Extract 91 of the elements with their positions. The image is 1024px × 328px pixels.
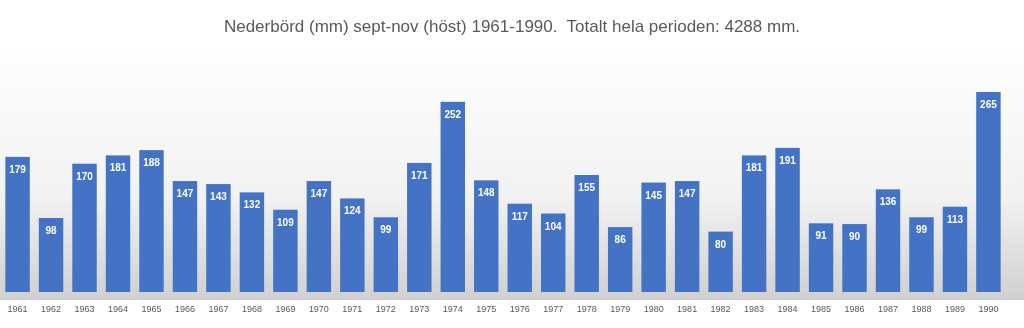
data-label: 136 bbox=[879, 196, 897, 208]
x-tick-label: 1990 bbox=[978, 304, 999, 314]
x-tick-label: 1965 bbox=[141, 304, 162, 314]
data-label: 124 bbox=[344, 205, 362, 217]
bar bbox=[808, 223, 834, 292]
bar bbox=[440, 101, 465, 292]
data-label: 99 bbox=[915, 224, 928, 236]
bar bbox=[741, 155, 767, 292]
bar bbox=[775, 147, 800, 292]
x-tick-label: 1983 bbox=[744, 304, 765, 314]
bar bbox=[139, 150, 164, 292]
bar bbox=[5, 156, 30, 292]
x-tick-label: 1963 bbox=[74, 304, 95, 314]
bar bbox=[239, 192, 265, 292]
data-label: 80 bbox=[715, 238, 727, 250]
x-tick-label: 1961 bbox=[7, 304, 28, 314]
data-label: 181 bbox=[109, 162, 127, 174]
data-label: 171 bbox=[410, 169, 429, 181]
bar bbox=[206, 184, 231, 292]
x-tick-label: 1978 bbox=[576, 304, 597, 314]
x-tick-label: 1967 bbox=[208, 304, 229, 314]
bar bbox=[674, 181, 700, 292]
x-tick-label: 1984 bbox=[777, 304, 798, 314]
data-label: 98 bbox=[45, 225, 58, 237]
x-tick-label: 1980 bbox=[643, 304, 664, 314]
bar bbox=[507, 203, 532, 292]
x-tick-label: 1973 bbox=[409, 304, 430, 314]
data-label: 99 bbox=[380, 224, 392, 236]
x-tick-label: 1974 bbox=[442, 304, 463, 314]
x-tick-label: 1989 bbox=[944, 304, 965, 314]
bar bbox=[474, 180, 499, 292]
data-label: 90 bbox=[848, 231, 861, 243]
data-label: 147 bbox=[678, 188, 696, 200]
data-label: 143 bbox=[210, 191, 228, 203]
x-tick-label: 1972 bbox=[375, 304, 396, 314]
bar bbox=[373, 217, 399, 292]
x-tick-label: 1966 bbox=[174, 304, 195, 314]
data-label: 191 bbox=[779, 154, 797, 166]
bar bbox=[172, 181, 198, 292]
bar bbox=[273, 209, 298, 292]
x-tick-label: 1979 bbox=[610, 304, 631, 314]
x-tick-label: 1988 bbox=[911, 304, 932, 314]
x-tick-label: 1981 bbox=[677, 304, 698, 314]
data-label: 181 bbox=[745, 162, 763, 174]
bar bbox=[607, 227, 633, 292]
data-label: 252 bbox=[444, 108, 462, 120]
data-label: 179 bbox=[9, 163, 27, 175]
bar bbox=[72, 163, 97, 292]
x-tick-label: 1968 bbox=[241, 304, 262, 314]
data-label: 155 bbox=[578, 182, 596, 194]
x-tick-label: 1982 bbox=[710, 304, 731, 314]
x-tick-label: 1969 bbox=[275, 304, 296, 314]
data-label: 147 bbox=[310, 188, 328, 200]
x-tick-label: 1986 bbox=[844, 304, 865, 314]
x-tick-label: 1964 bbox=[107, 304, 129, 314]
data-label: 145 bbox=[645, 189, 663, 201]
data-label: 104 bbox=[544, 220, 562, 232]
x-tick-label: 1970 bbox=[308, 304, 329, 314]
bar bbox=[541, 213, 566, 292]
x-tick-label: 1987 bbox=[877, 304, 899, 314]
bar bbox=[708, 231, 733, 292]
bar bbox=[340, 198, 365, 292]
chart-title: Nederbörd (mm) sept-nov (höst) 1961-1990. Totalt hela perioden: 4288 mm. bbox=[223, 17, 801, 36]
data-label: 147 bbox=[176, 188, 194, 200]
data-label: 265 bbox=[980, 99, 998, 110]
data-label: 109 bbox=[277, 216, 295, 228]
bar bbox=[909, 217, 934, 292]
data-label: 170 bbox=[76, 170, 94, 182]
data-label: 91 bbox=[815, 230, 828, 242]
bar bbox=[574, 175, 599, 292]
bar bbox=[641, 182, 666, 292]
bar bbox=[38, 218, 64, 292]
data-label: 132 bbox=[243, 199, 261, 211]
x-tick-label: 1971 bbox=[342, 304, 363, 314]
x-tick-label: 1977 bbox=[543, 304, 564, 314]
data-label: 188 bbox=[143, 157, 161, 169]
x-tick-label: 1962 bbox=[41, 304, 62, 314]
data-label: 117 bbox=[511, 210, 529, 222]
bar bbox=[306, 181, 332, 292]
data-label: 148 bbox=[477, 187, 496, 199]
data-label: 113 bbox=[946, 213, 964, 225]
bar bbox=[842, 224, 867, 292]
x-tick-label: 1985 bbox=[811, 304, 832, 314]
bar bbox=[407, 162, 432, 292]
bar bbox=[942, 206, 968, 292]
x-tick-label: 1976 bbox=[509, 304, 530, 314]
bar bbox=[105, 155, 131, 292]
x-tick-label: 1975 bbox=[476, 304, 497, 314]
bar bbox=[875, 189, 901, 292]
data-label: 86 bbox=[614, 234, 627, 246]
bar bbox=[976, 92, 1001, 292]
